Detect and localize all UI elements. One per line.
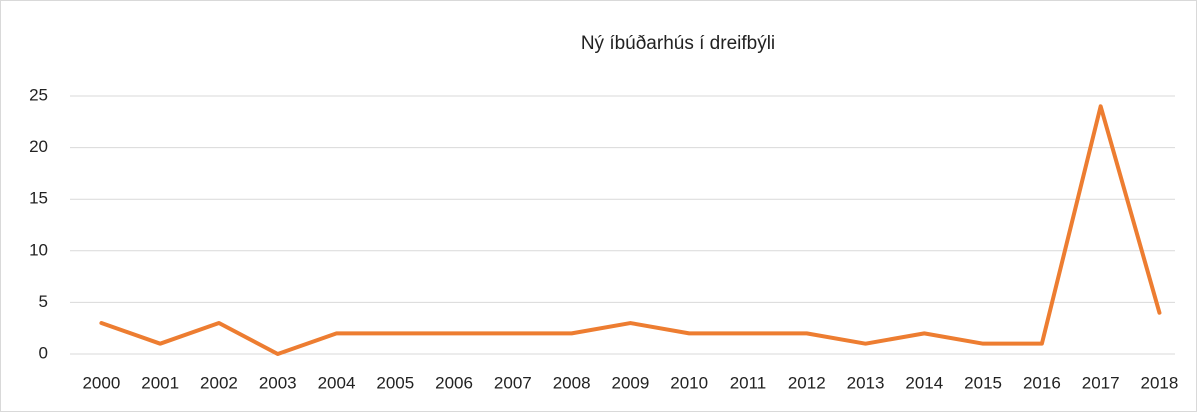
y-tick-label: 20 xyxy=(29,137,48,156)
y-tick-label: 25 xyxy=(29,85,48,104)
y-tick-label: 15 xyxy=(29,189,48,208)
x-tick-label: 2012 xyxy=(788,373,826,392)
x-tick-label: 2017 xyxy=(1082,373,1120,392)
x-tick-label: 2002 xyxy=(200,373,238,392)
x-tick-label: 2007 xyxy=(494,373,532,392)
x-tick-label: 2016 xyxy=(1023,373,1061,392)
y-tick-label: 0 xyxy=(39,343,48,362)
x-tick-label: 2003 xyxy=(259,373,297,392)
x-tick-label: 2001 xyxy=(141,373,179,392)
y-tick-label: 5 xyxy=(39,292,48,311)
x-tick-label: 2015 xyxy=(964,373,1002,392)
x-tick-label: 2011 xyxy=(730,373,767,392)
x-tick-label: 2018 xyxy=(1141,373,1179,392)
x-tick-label: 2000 xyxy=(82,373,120,392)
x-tick-label: 2005 xyxy=(376,373,414,392)
x-tick-label: 2014 xyxy=(905,373,943,392)
chart-title: Ný íbúðarhús í dreifbýli xyxy=(581,33,775,54)
x-tick-label: 2013 xyxy=(847,373,885,392)
x-tick-label: 2009 xyxy=(611,373,649,392)
y-tick-label: 10 xyxy=(29,240,48,259)
x-tick-label: 2008 xyxy=(553,373,591,392)
x-tick-label: 2010 xyxy=(670,373,708,392)
x-tick-label: 2006 xyxy=(435,373,473,392)
x-tick-label: 2004 xyxy=(318,373,356,392)
data-line xyxy=(99,104,1162,356)
